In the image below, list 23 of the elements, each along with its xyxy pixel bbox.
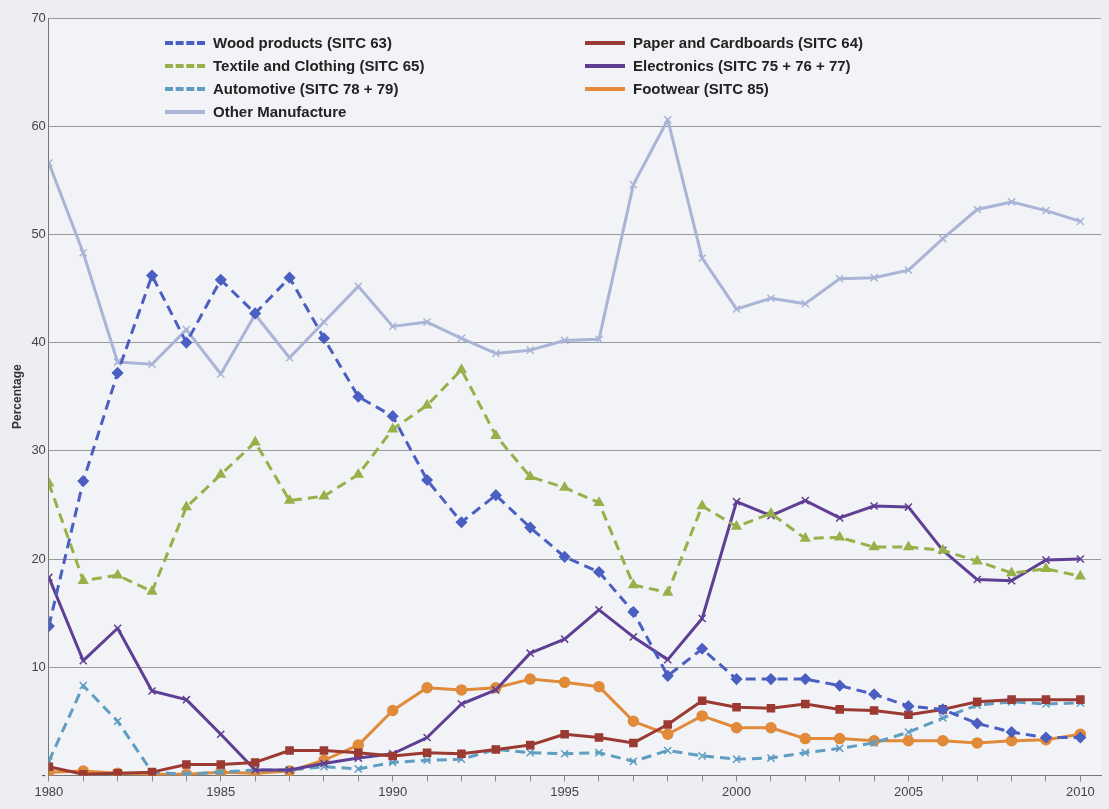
x-tick-label: 1985 — [206, 783, 236, 799]
legend-label: Electronics (SITC 75 + 76 + 77) — [633, 57, 851, 74]
y-axis-title: Percentage — [9, 364, 24, 430]
x-tick-label: 2010 — [1065, 783, 1095, 799]
y-tick-label: - — [41, 766, 46, 782]
legend-label: Other Manufacture — [213, 103, 347, 120]
y-tick-label: 10 — [31, 658, 46, 674]
legend-label: Paper and Cardboards (SITC 64) — [633, 34, 864, 51]
x-tick-label: 1980 — [34, 783, 64, 799]
y-tick-label: 70 — [31, 9, 46, 25]
x-tick-label: 2000 — [722, 783, 751, 799]
x-tick-label: 1990 — [378, 783, 408, 799]
y-tick-label: 40 — [31, 334, 46, 350]
x-tick-label: 1995 — [550, 783, 580, 799]
y-tick-label: 60 — [31, 117, 46, 133]
legend-label: Wood products (SITC 63) — [213, 34, 392, 51]
x-tick-label: 2005 — [893, 783, 923, 799]
y-tick-label: 30 — [31, 442, 46, 458]
legend-label: Automotive (SITC 78 + 79) — [213, 80, 399, 97]
legend-label: Footwear (SITC 85) — [633, 80, 769, 97]
y-tick-label: 20 — [31, 550, 46, 566]
y-tick-label: 50 — [31, 225, 46, 241]
legend-label: Textile and Clothing (SITC 65) — [213, 57, 425, 74]
